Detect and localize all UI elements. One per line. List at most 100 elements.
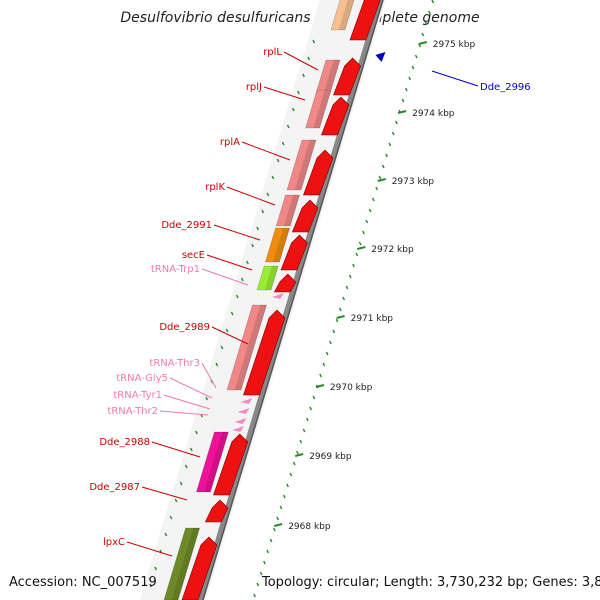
- kbp-scale-dot-21: [362, 230, 365, 235]
- leader-rpll: [283, 51, 319, 71]
- label-lpxc: lpxC: [103, 537, 125, 548]
- kbp-scale-dot-19: [368, 208, 372, 213]
- cds-arrow-6-body: [280, 234, 308, 271]
- kbp-scale-dot-1: [428, 10, 431, 15]
- cds-arrow-5: [291, 199, 319, 233]
- cds-arrow-8: [243, 309, 286, 396]
- map-title: Desulfovibrio desulfuricans G20, complet…: [120, 10, 480, 26]
- feature-track-dot-26: [179, 481, 183, 486]
- feature-block-lpxc: [163, 527, 201, 600]
- leader-dde-2987: [141, 486, 188, 501]
- feature-track-dot-15: [235, 294, 239, 299]
- kbp-scale-dot-0: [431, 0, 435, 4]
- feature-track-dot-17: [225, 328, 229, 333]
- leader-trna-tyr1: [163, 394, 211, 410]
- kbp-scale-dot-27: [342, 296, 346, 301]
- feature-block-dde-2988: [195, 431, 229, 493]
- kbp-tick-5: [315, 384, 325, 388]
- cds-arrow-5-body: [291, 199, 319, 233]
- feature-block-dde-2991: [264, 227, 291, 263]
- kbp-scale-dot-44: [286, 483, 289, 488]
- kbp-scale-dot-8: [404, 87, 408, 92]
- kbp-scale-dot-5: [414, 54, 418, 59]
- kbp-scale-dot-24: [352, 263, 355, 268]
- kbp-scale-dot-38: [305, 417, 309, 422]
- kbp-scale-dot-42: [292, 461, 296, 466]
- cds-arrow-1-body: [349, 0, 381, 41]
- leader-lpxc: [126, 541, 173, 557]
- cds-arrow-7-body: [273, 273, 297, 293]
- kbp-scale-dot-7: [408, 76, 412, 81]
- feature-track-dot-5: [286, 124, 290, 129]
- feature-track-dot-10: [261, 209, 265, 214]
- label-trna-thr3: tRNA-Thr3: [149, 358, 200, 369]
- kbp-scale-dot-6: [411, 65, 415, 70]
- feature-block-top-stub-shade: [338, 0, 354, 30]
- kbp-scale-dot-51: [263, 560, 266, 565]
- leader-dde-2988: [151, 441, 201, 458]
- cds-arrow-11-body: [181, 536, 218, 600]
- feature-block-lpxc-shade: [171, 528, 200, 600]
- label-trna-tyr1: tRNA-Tyr1: [113, 390, 162, 401]
- trna-marker-4: [234, 418, 247, 424]
- cds-arrow-8-body: [243, 309, 286, 396]
- cds-arrow-9: [213, 433, 249, 496]
- kbp-scale-dot-43: [289, 472, 293, 477]
- genome-backbone: [197, 0, 383, 600]
- feature-track-dot-27: [174, 498, 178, 503]
- cds-arrow-2: [333, 57, 361, 96]
- leader-dde-2991: [213, 224, 261, 241]
- cds-arrow-9-body: [213, 433, 249, 496]
- kbp-scale-dot-13: [388, 142, 392, 147]
- kbp-label-3: 2972 kbp: [371, 245, 414, 255]
- kbp-scale-dot-47: [276, 516, 280, 521]
- kbp-scale-dot-50: [266, 549, 270, 554]
- topology-text: Topology: circular; Length: 3,730,232 bp…: [262, 575, 600, 590]
- cds-arrow-4: [303, 149, 334, 196]
- kbp-scale-dot-37: [309, 406, 313, 411]
- kbp-scale-dot-34: [319, 373, 322, 378]
- feature-block-dde-2989-shade: [234, 305, 267, 390]
- leader-rplk: [226, 186, 276, 206]
- kbp-label-4: 2971 kbp: [351, 314, 394, 324]
- kbp-scale-dot-11: [395, 120, 398, 125]
- kbp-scale-dot-48: [272, 527, 276, 532]
- feature-track-dot-4: [291, 107, 295, 112]
- leader-trna-thr3: [201, 362, 217, 389]
- leader-sece: [206, 254, 253, 271]
- trna-marker-3: [237, 408, 250, 414]
- label-dde-2987: Dde_2987: [89, 482, 140, 493]
- feature-block-dde-2988-shade: [204, 432, 229, 492]
- feature-block-dde-2991-shade: [273, 228, 290, 262]
- kbp-scale-dot-17: [375, 186, 379, 191]
- feature-block-sece-body: [256, 265, 279, 291]
- kbp-scale-dot-18: [371, 197, 375, 202]
- feature-block-rpla: [286, 139, 317, 191]
- kbp-scale-dot-39: [302, 428, 306, 433]
- kbp-label-0: 2975 kbp: [433, 40, 476, 50]
- cds-arrow-1: [349, 0, 381, 41]
- kbp-scale-dot-25: [348, 274, 352, 279]
- feature-track-dot-8: [271, 175, 275, 180]
- kbp-scale-dot-33: [322, 362, 326, 367]
- kbp-tick-4: [336, 315, 345, 319]
- feature-block-rpla-shade: [294, 140, 316, 190]
- cds-arrow-3: [321, 96, 350, 136]
- leader-rpla: [241, 141, 291, 161]
- kbp-scale-dot-28: [338, 307, 342, 312]
- feature-block-sece: [256, 265, 279, 291]
- trna-marker-5: [232, 426, 245, 432]
- kbp-scale-dot-3: [421, 32, 425, 37]
- label-rplj: rplJ: [246, 82, 262, 93]
- cds-arrow-3-body: [321, 96, 350, 136]
- leader-rplj: [263, 86, 306, 101]
- feature-track-dot-7: [276, 158, 280, 163]
- trna-marker-1: [272, 293, 285, 299]
- label-trna-gly5: tRNA-Gly5: [116, 373, 168, 384]
- feature-track-dot-14: [240, 277, 244, 282]
- feature-block-rplj-body: [305, 89, 332, 129]
- kbp-scale-dot-9: [401, 98, 405, 103]
- feature-track-dot-0: [312, 39, 316, 44]
- kbp-scale-dot-49: [269, 538, 273, 543]
